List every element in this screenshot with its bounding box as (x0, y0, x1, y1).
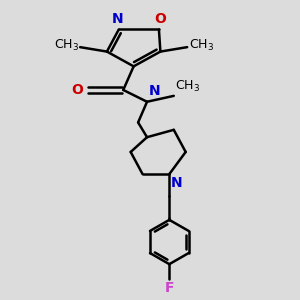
Text: CH$_3$: CH$_3$ (53, 38, 79, 53)
Text: O: O (71, 83, 83, 97)
Text: N: N (148, 84, 160, 98)
Text: CH$_3$: CH$_3$ (189, 38, 214, 53)
Text: N: N (171, 176, 182, 190)
Text: N: N (112, 12, 123, 26)
Text: CH$_3$: CH$_3$ (175, 78, 200, 94)
Text: F: F (165, 281, 174, 295)
Text: O: O (154, 12, 166, 26)
